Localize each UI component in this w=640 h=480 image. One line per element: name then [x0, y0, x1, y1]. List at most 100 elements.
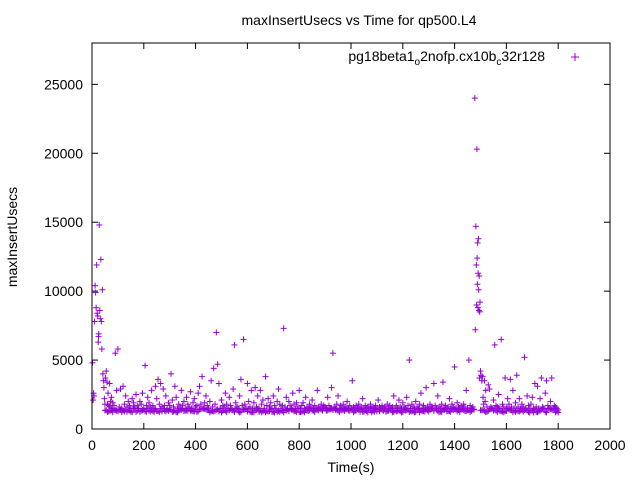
data-point [136, 398, 143, 405]
plot-border [91, 42, 611, 430]
data-point [399, 399, 406, 406]
data-point [134, 402, 141, 409]
data-point [436, 403, 443, 410]
data-point [156, 409, 163, 416]
data-point [307, 403, 314, 410]
data-point [167, 370, 174, 377]
data-point [475, 270, 482, 277]
data-point [143, 402, 150, 409]
data-point [474, 255, 481, 262]
data-point [447, 405, 454, 412]
data-point [349, 406, 356, 413]
data-point [491, 341, 498, 348]
y-tick-label: 10000 [44, 283, 83, 299]
data-point [370, 403, 377, 410]
data-point [476, 308, 483, 315]
data-point [375, 397, 382, 404]
data-point [113, 387, 120, 394]
data-point [272, 405, 279, 412]
data-point [324, 394, 331, 401]
data-point [472, 326, 479, 333]
legend-label: pg18beta1o2nofp.cx10bc32r128 [348, 48, 545, 68]
data-point [529, 394, 536, 401]
data-point [508, 403, 515, 410]
data-point [358, 403, 365, 410]
data-point [190, 399, 197, 406]
data-point [535, 405, 542, 412]
data-point [543, 409, 550, 416]
data-point [250, 399, 257, 406]
data-point [254, 392, 261, 399]
data-point [461, 403, 468, 410]
data-point [108, 394, 115, 401]
data-point [99, 370, 106, 377]
data-point [420, 402, 427, 409]
data-point [458, 402, 465, 409]
data-point [257, 387, 264, 394]
data-point [145, 399, 152, 406]
data-point [515, 403, 522, 410]
data-point [438, 401, 445, 408]
data-point [131, 403, 138, 410]
chart-title: maxInsertUsecs vs Time for qp500.L4 [242, 12, 477, 28]
data-point [142, 362, 149, 369]
data-point [517, 405, 524, 412]
data-point [318, 401, 325, 408]
data-point [149, 402, 156, 409]
data-point [99, 286, 106, 293]
data-point [98, 346, 105, 353]
data-point [105, 390, 112, 397]
data-point [475, 235, 482, 242]
data-point [403, 394, 410, 401]
data-point [178, 387, 185, 394]
data-point [364, 403, 371, 410]
data-point [280, 325, 287, 332]
data-point [223, 401, 230, 408]
data-point [548, 374, 555, 381]
data-point [439, 379, 446, 386]
data-point [104, 401, 111, 408]
data-point [496, 405, 503, 412]
data-point [208, 377, 215, 384]
data-point [500, 403, 507, 410]
data-point [302, 394, 309, 401]
data-point [184, 401, 191, 408]
data-point [270, 392, 277, 399]
data-point [261, 405, 268, 412]
y-tick-label: 20000 [44, 145, 83, 161]
data-point [473, 261, 480, 268]
data-point [186, 403, 193, 410]
data-point [426, 401, 433, 408]
data-point [89, 359, 96, 366]
data-point [114, 346, 121, 353]
data-point [311, 402, 318, 409]
data-point [231, 408, 238, 415]
y-axis-label: maxInsertUsecs [4, 187, 20, 287]
data-point [136, 408, 143, 415]
data-point [116, 403, 123, 410]
data-point [489, 405, 496, 412]
y-tick-label: 15000 [44, 214, 83, 230]
data-point [482, 387, 489, 394]
data-point [468, 405, 475, 412]
data-point [533, 403, 540, 410]
data-point [473, 146, 480, 153]
data-point [294, 403, 301, 410]
data-point [451, 363, 458, 370]
data-point [133, 391, 140, 398]
data-point [102, 374, 109, 381]
data-point [262, 409, 269, 416]
data-point [91, 318, 98, 325]
data-point [314, 387, 321, 394]
data-point [472, 223, 479, 230]
data-point [278, 405, 285, 412]
data-point [235, 405, 242, 412]
data-point [495, 391, 502, 398]
data-point [494, 403, 501, 410]
data-point [182, 405, 189, 412]
data-point [346, 402, 353, 409]
data-point [218, 397, 225, 404]
data-point [293, 399, 300, 406]
data-point [103, 368, 110, 375]
